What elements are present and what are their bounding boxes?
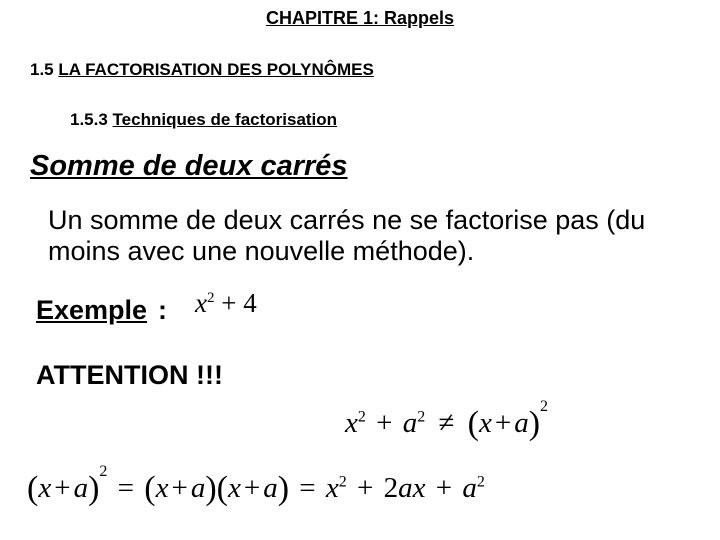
e-a4: a xyxy=(462,472,477,504)
e-x3: x xyxy=(228,472,241,504)
m-osq: 2 xyxy=(540,398,548,415)
example-formula: x2 + 4 xyxy=(195,288,257,319)
e-rp1: ) xyxy=(88,470,99,507)
m-plus2: + xyxy=(492,407,514,439)
e-a2: a xyxy=(191,472,206,504)
subsection-number: 1.5.3 xyxy=(70,110,113,129)
subsection-title: Techniques de factorisation xyxy=(113,110,338,129)
topic-heading: Somme de deux carrés xyxy=(30,150,348,183)
inequality-formula: x2 + a2 ≠ (x+a)2 xyxy=(345,403,548,441)
e-x1: x xyxy=(38,472,51,504)
e-p1: + xyxy=(51,472,73,504)
m-lp: ( xyxy=(468,405,479,442)
body-paragraph: Un somme de deux carrés ne se factorise … xyxy=(48,205,710,267)
e-sq5: 2 xyxy=(477,473,485,490)
e-x2: x xyxy=(156,472,169,504)
e-p4: + xyxy=(354,472,376,504)
m-a2: a xyxy=(514,407,529,439)
example-colon: : xyxy=(158,295,167,326)
section-title: LA FACTORISATION DES POLYNÔMES xyxy=(58,60,373,79)
math-plus: + xyxy=(214,288,243,318)
e-eq2: = xyxy=(296,472,318,504)
e-p5: + xyxy=(433,472,455,504)
m-sq2: 2 xyxy=(417,408,425,425)
section-heading: 1.5 LA FACTORISATION DES POLYNÔMES xyxy=(30,60,374,80)
m-sq: 2 xyxy=(358,408,366,425)
e-lp2: ( xyxy=(144,470,155,507)
attention-label: ATTENTION !!! xyxy=(36,360,223,391)
e-p3: + xyxy=(241,472,263,504)
e-lp1: ( xyxy=(27,470,38,507)
e-a3: a xyxy=(263,472,278,504)
e-osq: 2 xyxy=(99,463,107,480)
chapter-text: CHAPITRE 1: Rappels xyxy=(266,8,454,28)
e-x4: x xyxy=(326,472,339,504)
m-x2: x xyxy=(479,407,492,439)
slide: CHAPITRE 1: Rappels 1.5 LA FACTORISATION… xyxy=(0,0,720,540)
chapter-title: CHAPITRE 1: Rappels xyxy=(0,8,720,29)
section-number: 1.5 xyxy=(30,60,58,79)
e-p2: + xyxy=(168,472,190,504)
m-plus: + xyxy=(373,407,395,439)
e-rp2: )( xyxy=(205,470,228,507)
expansion-formula: (x+a)2 = (x+a)(x+a) = x2 + 2ax + a2 xyxy=(27,468,485,506)
e-ax: ax xyxy=(398,472,425,504)
subsection-heading: 1.5.3 Techniques de factorisation xyxy=(70,110,337,130)
e-two: 2 xyxy=(384,472,399,504)
math-four: 4 xyxy=(243,288,257,318)
m-x: x xyxy=(345,407,358,439)
e-rp3: ) xyxy=(278,470,289,507)
m-rp: ) xyxy=(529,405,540,442)
math-x: x xyxy=(195,288,207,318)
m-neq: ≠ xyxy=(432,407,460,439)
m-a: a xyxy=(403,407,418,439)
e-eq: = xyxy=(115,472,137,504)
e-a1: a xyxy=(74,472,89,504)
e-sq4: 2 xyxy=(339,473,347,490)
example-label: Exemple xyxy=(36,295,147,326)
